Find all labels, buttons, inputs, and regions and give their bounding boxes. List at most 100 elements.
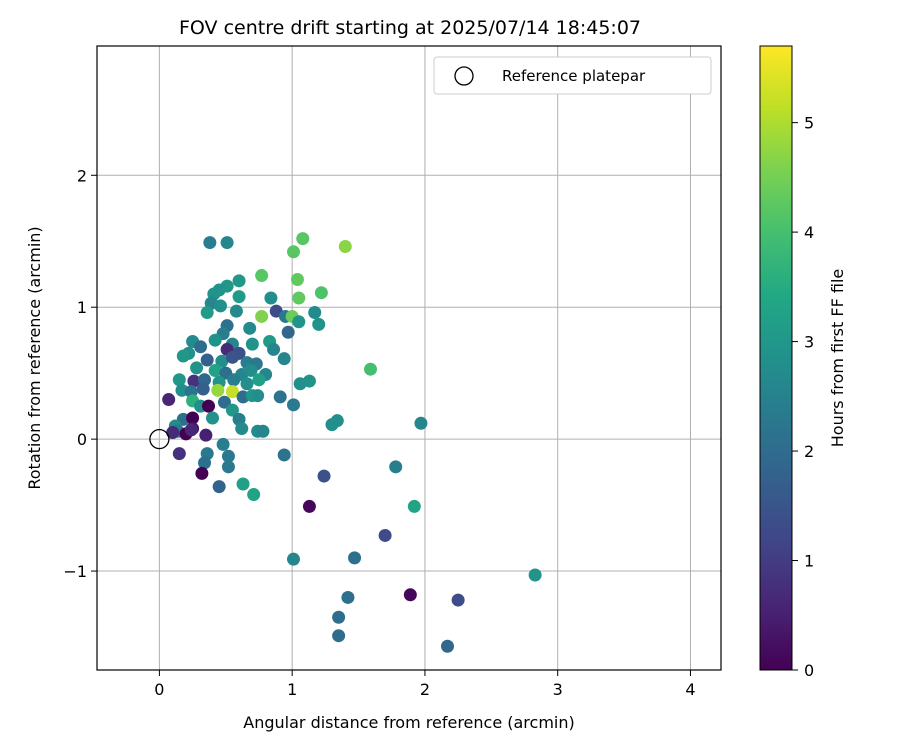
data-point: [255, 269, 269, 283]
data-point: [332, 610, 346, 624]
data-point: [196, 382, 210, 396]
data-point: [199, 428, 213, 442]
data-point: [528, 568, 542, 582]
reference-platepar-marker: [149, 428, 170, 450]
data-point: [243, 321, 257, 335]
data-point: [186, 411, 200, 425]
colorbar-tick-label: 0: [804, 661, 814, 680]
data-point: [187, 374, 201, 388]
data-point: [332, 629, 346, 643]
y-tick-label: 2: [77, 166, 87, 185]
data-point: [232, 274, 246, 288]
data-point: [296, 232, 310, 246]
data-point: [225, 385, 239, 399]
x-tick-label: 3: [553, 680, 563, 699]
colorbar-ticks: 0 1 2 3 4 5: [792, 114, 814, 680]
colorbar-tick-label: 1: [804, 552, 814, 571]
data-point: [348, 551, 362, 565]
data-point: [251, 389, 265, 403]
data-point: [227, 373, 241, 387]
data-point: [240, 377, 254, 391]
grid-lines: [97, 46, 721, 670]
data-point: [292, 315, 306, 329]
data-point: [407, 499, 421, 513]
data-point: [217, 395, 231, 409]
data-point: [225, 350, 239, 364]
data-point: [286, 245, 300, 259]
legend-box: [433, 56, 712, 95]
data-point: [236, 477, 250, 491]
data-point: [273, 390, 287, 404]
data-point: [378, 528, 392, 542]
data-point: [286, 398, 300, 412]
data-point: [225, 403, 239, 417]
data-point: [212, 480, 226, 494]
y-tick-label: 0: [77, 430, 87, 449]
data-point: [302, 499, 316, 513]
data-point: [206, 411, 220, 425]
data-point: [312, 317, 326, 331]
x-axis-ticks: 0 1 2 3 4: [154, 670, 696, 699]
data-point: [341, 590, 355, 604]
colorbar-tick-label: 3: [804, 333, 814, 352]
plot-frame: [96, 45, 722, 671]
x-tick-label: 0: [154, 680, 164, 699]
data-point: [314, 286, 328, 300]
colorbar-label: Hours from first FF file: [828, 269, 847, 448]
data-point: [229, 304, 243, 318]
data-point: [252, 373, 266, 387]
data-point: [292, 291, 306, 305]
data-point: [200, 353, 214, 367]
legend: Reference platepar: [433, 56, 712, 95]
data-point: [221, 449, 235, 463]
data-point: [202, 399, 216, 413]
data-point: [325, 418, 339, 432]
data-points: [162, 232, 542, 653]
data-point: [256, 424, 270, 438]
data-point: [389, 460, 403, 474]
data-point: [277, 352, 291, 366]
data-point: [211, 383, 225, 397]
data-point: [208, 333, 222, 347]
data-point: [403, 588, 417, 602]
data-point: [213, 299, 227, 313]
data-point: [244, 364, 258, 378]
colorbar-tick-label: 5: [804, 114, 814, 133]
data-point: [245, 337, 259, 351]
chart-title: FOV centre drift starting at 2025/07/14 …: [179, 17, 641, 39]
data-point: [235, 422, 249, 436]
y-axis-label: Rotation from reference (arcmin): [25, 226, 44, 489]
data-point: [166, 426, 180, 440]
legend-label: Reference platepar: [502, 67, 646, 85]
data-point: [184, 423, 198, 437]
data-point: [290, 273, 304, 287]
colorbar-tick-label: 4: [804, 223, 814, 242]
legend-marker-icon: [454, 66, 474, 86]
data-point: [264, 291, 278, 305]
x-tick-label: 4: [685, 680, 695, 699]
y-tick-label: 1: [77, 298, 87, 317]
data-point: [172, 447, 186, 461]
data-point: [215, 354, 229, 368]
data-point: [203, 236, 217, 250]
data-point: [451, 593, 465, 607]
data-point: [255, 309, 269, 323]
data-point: [363, 362, 377, 376]
x-axis-label: Angular distance from reference (arcmin): [243, 713, 574, 732]
data-point: [247, 488, 261, 502]
data-point: [216, 437, 230, 451]
data-point: [317, 469, 331, 483]
data-point: [200, 305, 214, 319]
data-point: [176, 349, 190, 363]
reference-marker-layer: [149, 428, 170, 450]
data-point: [220, 236, 234, 250]
x-tick-label: 2: [420, 680, 430, 699]
data-point: [162, 393, 176, 407]
data-point: [302, 374, 316, 388]
data-point: [195, 466, 209, 480]
data-point: [286, 552, 300, 566]
data-point: [208, 364, 222, 378]
data-point: [190, 361, 204, 375]
y-tick-label: −1: [63, 562, 87, 581]
